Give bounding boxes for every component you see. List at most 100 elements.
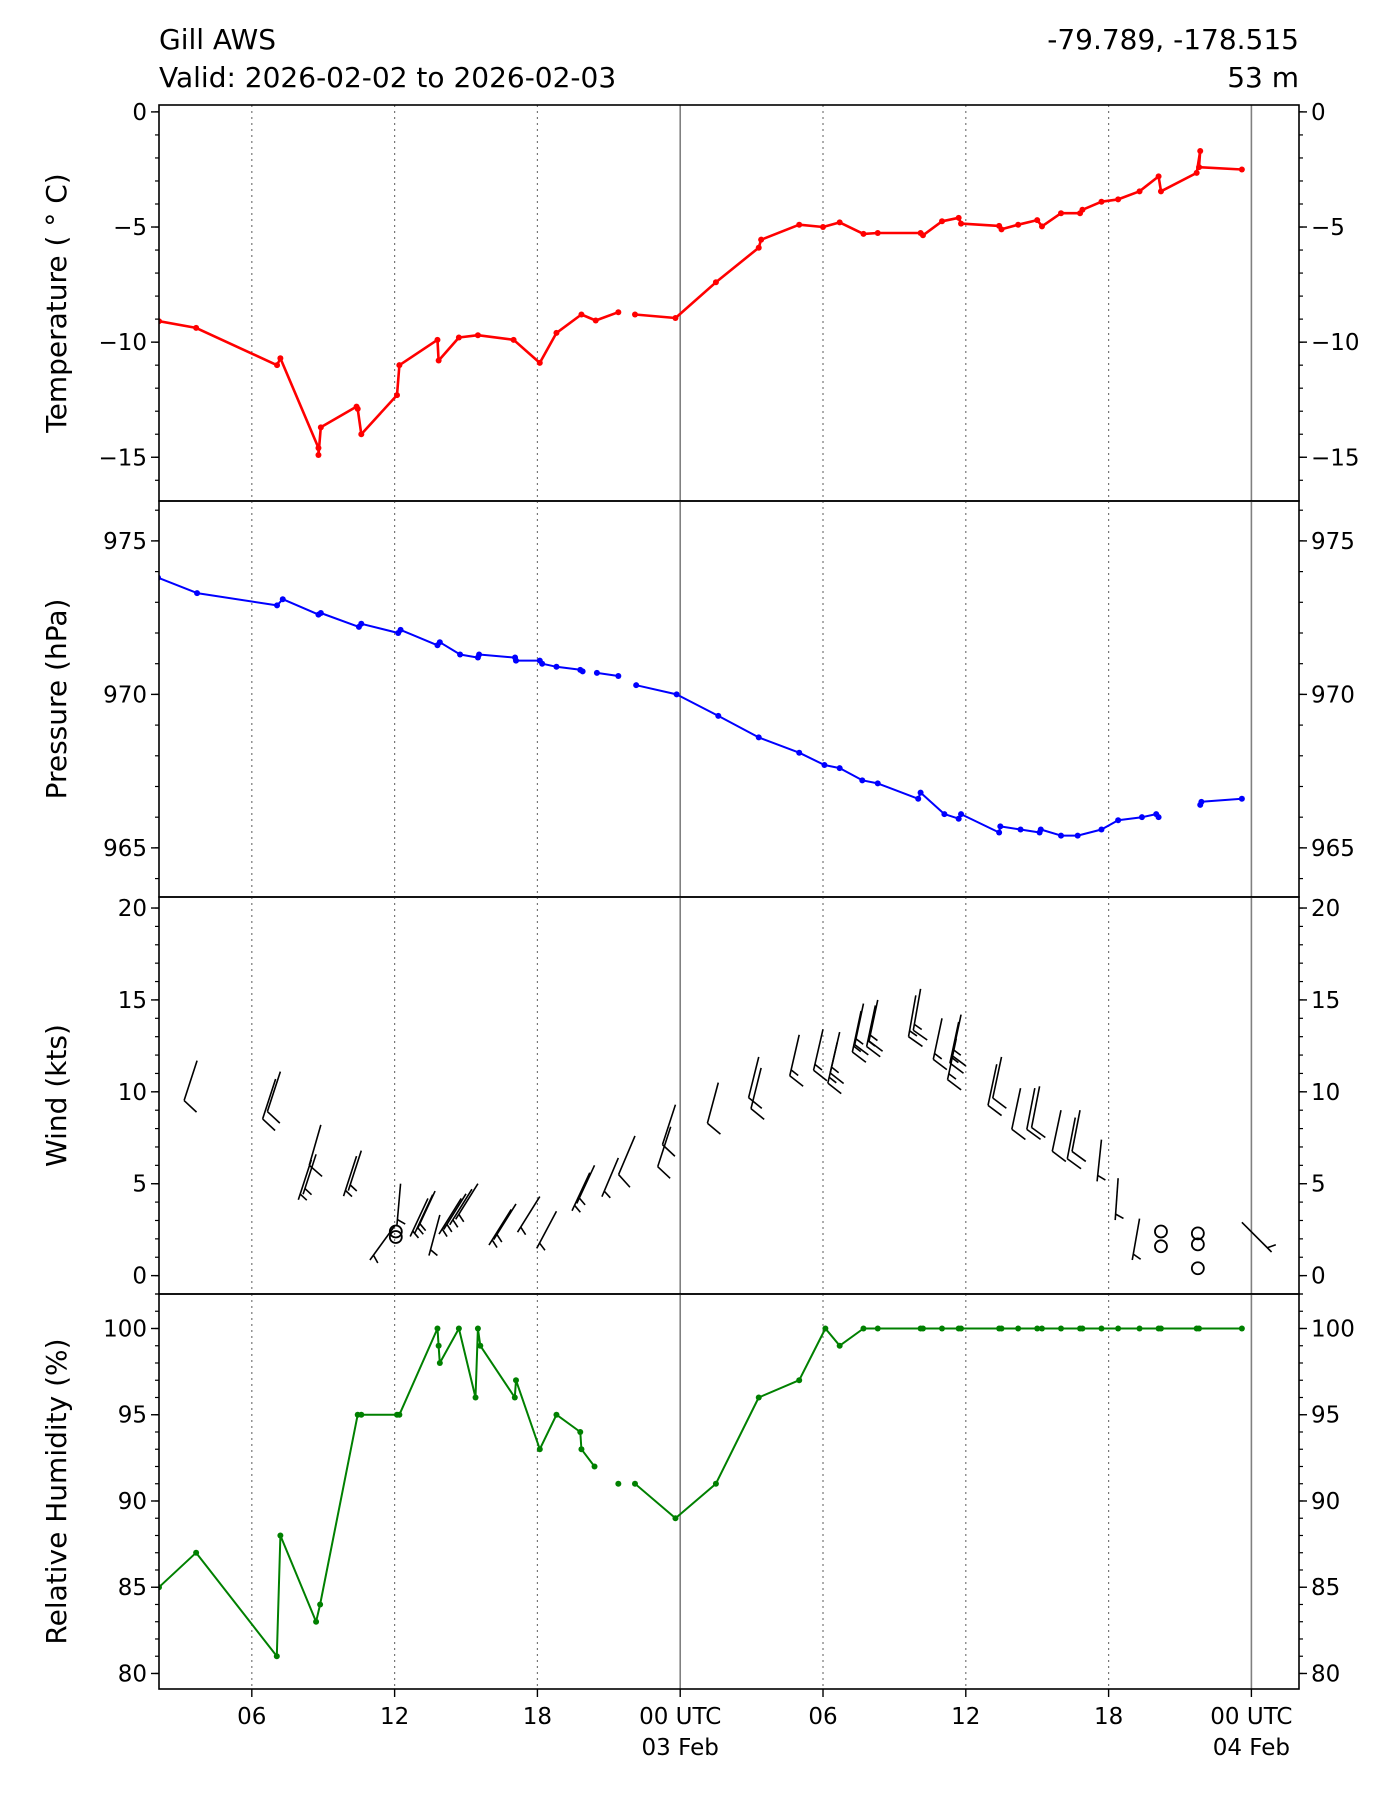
- barb-full-feather: [1031, 1126, 1046, 1139]
- y-tick-label-left: 100: [103, 1316, 147, 1342]
- pressure-line: [159, 577, 584, 673]
- humidity-point: [536, 1446, 543, 1453]
- wind-barb: [266, 1071, 282, 1124]
- pressure-point: [1098, 826, 1105, 833]
- pressure-line: [635, 684, 1160, 837]
- humidity-point: [578, 1446, 585, 1453]
- temperature-point: [1196, 164, 1203, 171]
- barb-shaft: [865, 1005, 877, 1047]
- wind-barb: [1030, 1086, 1046, 1139]
- wind-barb: [949, 1021, 964, 1074]
- barb-shaft: [706, 1082, 720, 1124]
- barb-shaft: [1066, 1117, 1077, 1159]
- barb-shaft: [488, 1209, 512, 1246]
- barb-full-feather: [987, 1104, 1003, 1117]
- pressure-point: [593, 669, 600, 676]
- barb-half-feather: [948, 1073, 957, 1080]
- barb-shaft: [747, 1056, 760, 1098]
- y-tick-label-left: 965: [103, 836, 147, 862]
- barb-shaft: [812, 1029, 824, 1071]
- humidity-point: [434, 1325, 441, 1332]
- pressure-point: [358, 620, 365, 627]
- y-tick-label-left: 80: [118, 1661, 147, 1687]
- x-tick-label: 00 UTC: [1210, 1704, 1292, 1730]
- wind-barb: [409, 1198, 429, 1239]
- humidity-point: [1157, 1325, 1164, 1332]
- wind-barb: [571, 1172, 591, 1213]
- barb-shaft: [261, 1078, 277, 1120]
- barb-half-feather: [953, 1049, 962, 1056]
- station-elevation: 53 m: [1227, 61, 1299, 94]
- barb-shaft: [750, 1067, 762, 1109]
- barb-shaft: [656, 1126, 672, 1167]
- barb-shaft: [428, 1214, 441, 1256]
- temperature-point: [553, 329, 560, 336]
- wind-barb: [1154, 1239, 1168, 1254]
- y-tick-label-right: 90: [1311, 1489, 1340, 1515]
- temperature-point: [955, 214, 962, 221]
- pressure-point: [941, 811, 948, 818]
- barb-shaft: [454, 1183, 479, 1220]
- barb-full-feather: [1071, 1150, 1087, 1163]
- barb-shaft: [1011, 1087, 1022, 1130]
- humidity-point: [1196, 1325, 1203, 1332]
- pressure-point: [317, 610, 324, 617]
- barb-shaft: [347, 1150, 363, 1191]
- barb-half-feather: [1267, 1243, 1277, 1249]
- y-tick-label-right: −15: [1311, 445, 1360, 471]
- wind-barb: [342, 1155, 358, 1198]
- y-tick-label-left: 10: [118, 1080, 147, 1106]
- temperature-point: [510, 336, 517, 343]
- wind-barb: [1131, 1218, 1142, 1261]
- barb-half-feather: [119, 1124, 126, 1130]
- temperature-point: [1193, 169, 1200, 176]
- wind-barb: [428, 1214, 441, 1257]
- panel-temperature: 0 0 −5 −5 −10 −10 −15 −15 Temperature ( ° C): [40, 100, 1360, 502]
- humidity-point: [1079, 1325, 1086, 1332]
- humidity-point: [591, 1463, 598, 1470]
- wind-barb: [946, 1038, 962, 1091]
- pressure-point: [633, 682, 640, 689]
- barb-half-feather: [909, 1030, 918, 1037]
- wind-barb: [991, 1056, 1007, 1109]
- temperature-point: [315, 445, 322, 452]
- temperature-point: [874, 230, 881, 237]
- wind-barb: [347, 1150, 363, 1192]
- y-tick-label-right: 5: [1311, 1172, 1326, 1198]
- pressure-point: [436, 639, 443, 646]
- y-tick-label-right: −10: [1311, 330, 1360, 356]
- barb-full-feather: [912, 1029, 928, 1041]
- station-coordinates: -79.789, -178.515: [1047, 23, 1299, 56]
- barb-shaft: [1071, 1110, 1081, 1152]
- pressure-point: [1238, 795, 1245, 802]
- panel-frame: [158, 1293, 1300, 1690]
- barb-shaft: [1051, 1110, 1062, 1152]
- humidity-line: [634, 1327, 1242, 1520]
- wind-barb: [1241, 1221, 1277, 1253]
- barb-full-feather: [908, 1036, 923, 1048]
- station-name: Gill AWS: [159, 23, 276, 56]
- y-tick-label-right: 0: [1311, 100, 1326, 126]
- wind-barb: [1114, 1178, 1124, 1221]
- barb-full-feather: [262, 1118, 276, 1132]
- wind-barb: [987, 1064, 1003, 1117]
- wind-barb: [932, 1018, 948, 1071]
- barb-full-feather: [992, 1097, 1007, 1109]
- calm-circle: [388, 1230, 403, 1244]
- humidity-point: [1034, 1325, 1041, 1332]
- pressure-point: [274, 602, 281, 609]
- wind-barb: [119, 1124, 160, 1140]
- wind-barb: [261, 1078, 277, 1132]
- y-tick-label-right: 20: [1311, 896, 1340, 922]
- wind-barb: [369, 1225, 396, 1264]
- barb-shaft: [912, 988, 922, 1031]
- temperature-point: [615, 309, 622, 316]
- barb-full-feather: [1026, 1128, 1042, 1141]
- barb-half-feather: [1097, 1174, 1106, 1181]
- temperature-point: [434, 336, 441, 343]
- humidity-point: [273, 1653, 280, 1660]
- wind-barb: [1026, 1087, 1042, 1141]
- barb-full-feather: [657, 1166, 671, 1179]
- y-tick-label-right: 95: [1311, 1403, 1340, 1429]
